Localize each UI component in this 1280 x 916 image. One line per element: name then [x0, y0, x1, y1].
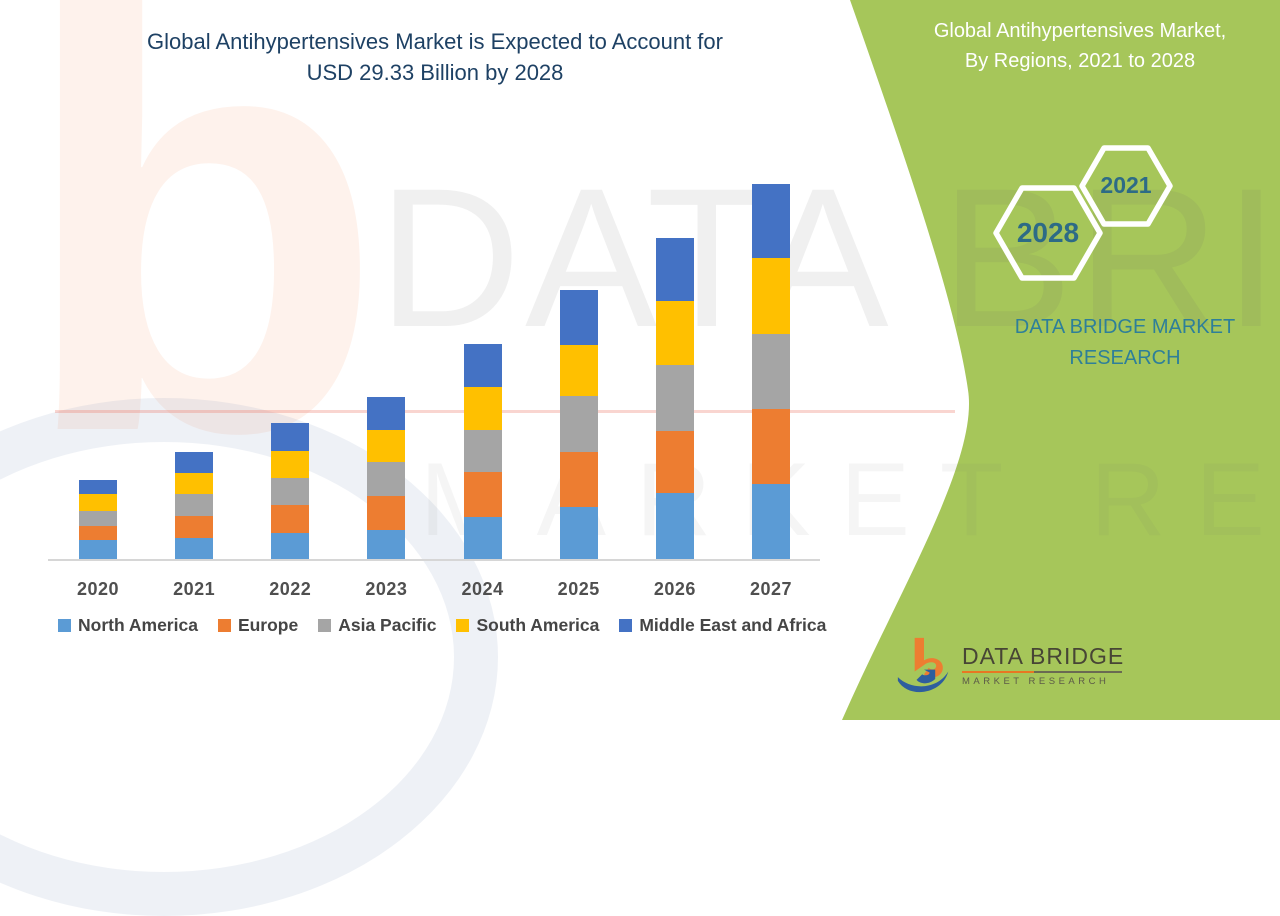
bar-column-2023: 2023	[365, 397, 407, 599]
x-tick-label: 2020	[76, 579, 120, 599]
side-panel-caption-line2: RESEARCH	[1069, 347, 1181, 369]
bar-segment	[271, 478, 310, 505]
bar-column-2024: 2024	[462, 344, 503, 599]
bar-segment	[463, 344, 502, 387]
hexagon-year-2021: 2021	[1100, 172, 1152, 198]
legend-item: North America	[58, 615, 198, 636]
legend-swatch	[619, 619, 633, 632]
chart-title: Global Antihypertensives Market is Expec…	[70, 26, 800, 88]
bar-segment	[175, 494, 214, 516]
bar-segment	[271, 451, 310, 478]
bar-segment	[367, 430, 406, 462]
bar-segment	[559, 396, 598, 452]
bar-segment	[271, 505, 310, 533]
bar-segment	[367, 530, 406, 560]
legend-item: Europe	[217, 615, 299, 636]
legend-label: North America	[78, 615, 198, 635]
data-bridge-logo-icon	[897, 637, 949, 693]
chart-title-line1: Global Antihypertensives Market is Expec…	[147, 29, 723, 54]
side-panel-caption: DATA BRIDGE MARKET RESEARCH	[958, 312, 1280, 374]
legend-item: South America	[456, 615, 599, 636]
bar-segment	[79, 540, 117, 560]
x-tick-label: 2022	[269, 579, 312, 599]
bar-chart-plot-area: 2020 2021 2022 2023 2024 2025 2026 2027	[77, 159, 792, 599]
bar-segment	[367, 397, 406, 430]
bar-segment	[559, 507, 598, 560]
bar-column-2026: 2026	[654, 238, 695, 599]
side-panel-title-line1: Global Antihypertensives Market,	[933, 20, 1227, 42]
bar-segment	[463, 517, 502, 560]
legend-label: South America	[476, 615, 600, 635]
legend-swatch	[217, 619, 231, 632]
legend-swatch	[58, 619, 71, 632]
bar-segment	[79, 494, 117, 511]
bar-segment	[79, 511, 117, 526]
bar-segment	[367, 462, 406, 496]
chart-legend: North America Europe Asia Pacific South Ame…	[58, 615, 826, 636]
bar-column-2020: 2020	[77, 480, 119, 599]
bar-segment	[463, 472, 502, 517]
bar-segment	[175, 473, 214, 494]
logo-swoosh-blue	[897, 671, 949, 693]
bar-segment	[271, 533, 310, 560]
logo-subtitle: MARKET RESEARCH	[962, 676, 1110, 687]
bar-segment	[559, 290, 598, 345]
chart-title-line2: USD 29.33 Billion by 2028	[306, 60, 564, 85]
bar-segment	[751, 184, 790, 258]
bar-segment	[751, 334, 790, 409]
bar-segment	[463, 387, 502, 430]
legend-item: Asia Pacific	[318, 615, 436, 636]
legend-swatch	[456, 619, 470, 632]
bar-segment	[175, 538, 214, 560]
data-bridge-logo: DATA BRIDGE MARKET RESEARCH	[896, 636, 1124, 694]
x-tick-label: 2026	[653, 579, 696, 599]
bar-segment	[751, 409, 790, 484]
bar-segment	[751, 484, 790, 560]
legend-label: Middle East and Africa	[639, 615, 827, 635]
x-tick-label: 2024	[461, 579, 504, 599]
bar-segment	[751, 258, 790, 334]
logo-name: DATA BRIDGE	[962, 643, 1125, 669]
legend-label: Europe	[237, 615, 299, 635]
bar-segment	[655, 365, 694, 431]
legend-swatch	[318, 619, 332, 632]
hexagon-year-2028: 2028	[1016, 217, 1080, 248]
bar-segment	[655, 493, 694, 560]
bar-segment	[655, 431, 694, 493]
bar-column-2021: 2021	[173, 452, 215, 599]
x-tick-label: 2023	[365, 579, 408, 599]
side-panel-title: Global Antihypertensives Market, By Regi…	[900, 16, 1260, 76]
bar-segment	[79, 480, 117, 494]
bar-segment	[559, 345, 598, 396]
bar-segment	[175, 452, 214, 473]
side-panel-caption-line1: DATA BRIDGE MARKET	[1014, 316, 1236, 338]
logo-d-blue	[916, 669, 936, 684]
bar-segment	[271, 423, 310, 451]
side-panel-title-line2: By Regions, 2021 to 2028	[964, 50, 1196, 72]
x-axis-line	[48, 559, 820, 561]
bar-segment	[175, 516, 214, 538]
bar-segment	[655, 301, 694, 365]
logo-underline	[962, 671, 1122, 673]
bar-segment	[79, 526, 117, 540]
bar-column-2027: 2027	[750, 184, 792, 599]
legend-label: Asia Pacific	[338, 615, 437, 635]
x-tick-label: 2025	[557, 579, 600, 599]
bar-segment	[559, 452, 598, 507]
legend-item: Middle East and Africa	[619, 615, 826, 636]
bar-column-2022: 2022	[269, 423, 311, 599]
logo-b-orange	[914, 637, 943, 678]
bar-segment	[367, 496, 406, 530]
bar-column-2025: 2025	[558, 290, 599, 599]
bar-segment	[463, 430, 502, 472]
bar-segment	[655, 238, 694, 301]
x-tick-label: 2021	[173, 579, 216, 599]
logo-text-block: DATA BRIDGE MARKET RESEARCH	[962, 643, 1124, 687]
x-tick-label: 2027	[749, 579, 793, 599]
